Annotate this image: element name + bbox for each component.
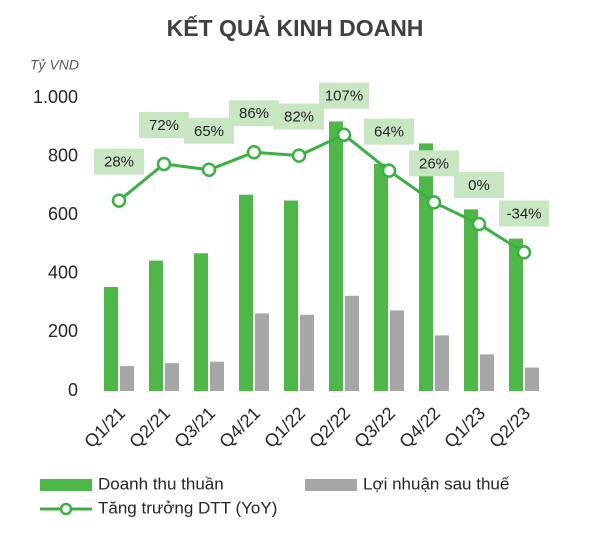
legend-label: Tăng trưởng DTT (YoY) [98, 498, 277, 517]
data-label-bg [499, 200, 549, 227]
bar [374, 163, 388, 391]
bar [149, 260, 163, 391]
line-marker [336, 127, 352, 142]
data-label: 65% [194, 123, 224, 140]
data-label-bg [184, 117, 234, 144]
bar [464, 209, 478, 391]
line-marker [516, 245, 532, 260]
data-label-bg [229, 100, 279, 127]
y-tick-label: 200 [48, 321, 78, 341]
x-tick-label: Q2/23 [485, 403, 534, 452]
data-label: 28% [104, 154, 134, 171]
line-marker [381, 163, 397, 178]
data-label: 82% [284, 109, 314, 126]
y-tick-label: 400 [48, 263, 78, 283]
data-label: 0% [468, 177, 490, 194]
legend-label: Doanh thu thuần [98, 474, 224, 493]
y-tick-label: 0 [68, 380, 78, 400]
bar [194, 253, 208, 391]
line-marker [426, 195, 442, 210]
line-marker [246, 145, 262, 160]
y-axis-unit: Tỷ VND [30, 57, 79, 73]
data-label-bg [454, 172, 504, 199]
line-marker [471, 216, 487, 232]
data-label-bg [409, 150, 459, 177]
bar [480, 354, 494, 391]
legend-swatch [40, 479, 92, 491]
data-label-bg [139, 111, 189, 138]
bar [300, 314, 314, 391]
bar [239, 194, 253, 391]
bar [284, 200, 298, 391]
y-tick-label: 600 [48, 204, 78, 224]
chart-title: KẾT QUẢ KINH DOANH [167, 13, 424, 41]
x-tick-label: Q4/21 [215, 403, 264, 452]
x-tick-label: Q2/22 [305, 403, 354, 452]
legend-swatch [305, 479, 357, 491]
legend-label: Lợi nhuận sau thuế [363, 474, 510, 493]
bar [210, 361, 224, 391]
legend-marker [59, 502, 73, 516]
bar [104, 286, 118, 391]
data-label-bg [274, 103, 324, 130]
bar [255, 313, 269, 391]
x-tick-label: Q3/21 [170, 403, 219, 452]
x-tick-label: Q2/21 [125, 403, 174, 452]
y-tick-label: 1.000 [33, 87, 78, 107]
bar [120, 366, 134, 391]
bar [435, 335, 449, 391]
line-marker [111, 193, 127, 208]
bar [525, 367, 539, 391]
bar [329, 121, 343, 391]
bar [390, 310, 404, 391]
data-label: 26% [419, 155, 449, 172]
bar [165, 363, 179, 391]
x-tick-label: Q4/22 [395, 403, 444, 452]
bar [419, 143, 433, 391]
data-label: -34% [506, 205, 541, 222]
data-label-bg [319, 82, 369, 109]
y-tick-label: 800 [48, 145, 78, 165]
line-marker [291, 148, 307, 163]
data-label: 86% [239, 105, 269, 122]
x-tick-label: Q1/21 [80, 403, 129, 452]
x-tick-label: Q1/23 [440, 403, 489, 452]
line-marker [201, 162, 217, 178]
data-label: 64% [374, 124, 404, 141]
x-tick-label: Q1/22 [260, 403, 309, 452]
bar [345, 295, 359, 391]
line [118, 132, 525, 254]
data-label-bg [364, 118, 414, 145]
data-label: 72% [149, 117, 179, 134]
data-label: 107% [325, 88, 363, 105]
bar [509, 238, 523, 391]
data-label-bg [94, 148, 144, 175]
x-tick-label: Q3/22 [350, 403, 399, 452]
line-marker [156, 156, 172, 172]
